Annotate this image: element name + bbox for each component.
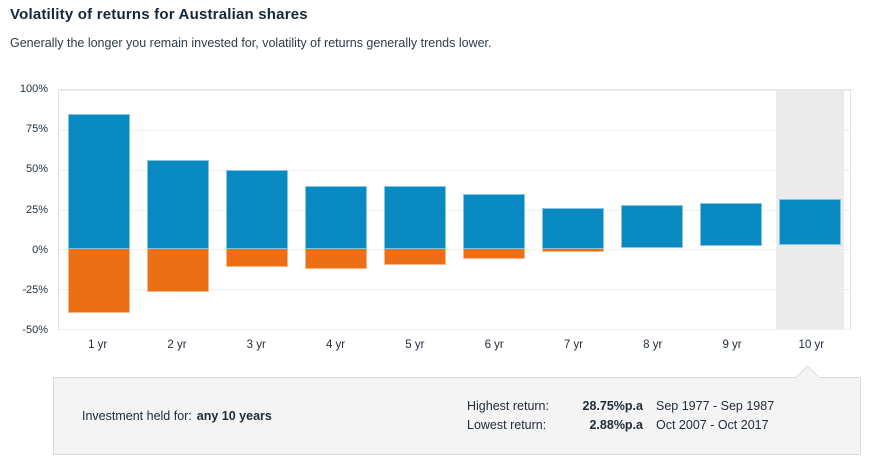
column-3yr xyxy=(217,90,296,329)
highest-return-value: 28.75%p.a xyxy=(582,399,643,413)
x-axis-label-10yr: 10 yr xyxy=(798,339,825,351)
bar-negative-6yr[interactable] xyxy=(463,249,526,259)
bar-positive-2yr[interactable] xyxy=(146,160,209,250)
y-axis-label-100%: 100% xyxy=(19,83,48,95)
y-axis: 100% 75% 50% 25% 0% -25% -50% xyxy=(0,83,48,336)
bar-negative-3yr[interactable] xyxy=(225,249,288,267)
bar-positive-7yr[interactable] xyxy=(542,207,605,250)
lowest-return-label: Lowest return: xyxy=(467,418,547,432)
x-axis-label-7yr: 7 yr xyxy=(563,339,584,351)
column-5yr xyxy=(375,90,454,329)
x-axis: 1 yr 2 yr 3 yr 4 yr 5 yr 6 yr 7 yr 8 yr 9 yr 10 y… xyxy=(58,339,851,355)
tooltip-panel: Investment held for: any 10 years Highes… xyxy=(53,365,861,455)
highest-return-label: Highest return: xyxy=(467,399,549,413)
page-subtitle: Generally the longer you remain invested… xyxy=(10,36,492,50)
column-2yr xyxy=(138,90,217,329)
x-axis-label-9yr: 9 yr xyxy=(722,339,742,351)
lowest-return-value: 2.88%p.a xyxy=(589,418,643,432)
held-for-text: Investment held for: any 10 years xyxy=(82,378,272,454)
gridline-25% xyxy=(59,209,850,211)
returns-summary: Highest return: 28.75%p.a Sep 1977 - Sep… xyxy=(467,397,774,435)
x-axis-label-6yr: 6 yr xyxy=(484,339,504,351)
bar-positive-9yr[interactable] xyxy=(700,203,763,247)
column-6yr xyxy=(455,90,534,329)
x-axis-label-5yr: 5 yr xyxy=(405,339,425,351)
column-7yr xyxy=(534,90,613,329)
bar-negative-5yr[interactable] xyxy=(383,249,446,266)
gridline-100% xyxy=(59,90,850,91)
bar-negative-4yr[interactable] xyxy=(304,249,367,270)
x-axis-label-4yr: 4 yr xyxy=(325,339,346,351)
x-axis-label-8yr: 8 yr xyxy=(643,339,663,351)
bar-positive-10yr[interactable] xyxy=(779,199,842,245)
bar-negative-1yr[interactable] xyxy=(67,249,130,314)
bar-positive-1yr[interactable] xyxy=(67,113,130,250)
gridline-50% xyxy=(59,169,850,171)
column-9yr xyxy=(692,90,771,329)
highest-return-period: Sep 1977 - Sep 1987 xyxy=(656,399,775,413)
gridline-0% xyxy=(59,249,850,251)
y-axis-label-25%: 25% xyxy=(25,203,48,216)
bar-negative-2yr[interactable] xyxy=(146,249,209,293)
lowest-return-row: Lowest return: 2.88%p.a Oct 2007 - Oct 2… xyxy=(467,416,774,435)
gridline--25% xyxy=(59,289,850,291)
y-axis-label--50%: -50% xyxy=(22,324,48,336)
column-10yr xyxy=(771,90,850,329)
highest-return-row: Highest return: 28.75%p.a Sep 1977 - Sep… xyxy=(467,397,774,416)
page-title: Volatility of returns for Australian sha… xyxy=(10,6,308,23)
bar-positive-5yr[interactable] xyxy=(383,185,446,250)
tooltip-notch xyxy=(795,365,820,390)
x-axis-label-2yr: 2 yr xyxy=(167,339,187,351)
plot-area xyxy=(58,89,851,330)
held-for-label: Investment held for: xyxy=(82,409,192,423)
gridline-75% xyxy=(59,129,850,131)
y-axis-label--25%: -25% xyxy=(22,283,48,296)
lowest-return-period: Oct 2007 - Oct 2017 xyxy=(656,418,769,432)
bar-positive-8yr[interactable] xyxy=(621,204,684,248)
held-for-value: any 10 years xyxy=(196,409,272,423)
y-axis-label-50%: 50% xyxy=(25,163,48,176)
bar-positive-6yr[interactable] xyxy=(463,194,526,250)
x-axis-label-1yr: 1 yr xyxy=(88,339,108,351)
y-axis-label-75%: 75% xyxy=(25,123,48,136)
gridline--50% xyxy=(59,329,850,330)
bar-negative-7yr[interactable] xyxy=(542,249,605,252)
bar-positive-4yr[interactable] xyxy=(304,185,367,250)
column-1yr xyxy=(59,90,138,329)
bar-positive-3yr[interactable] xyxy=(225,169,288,250)
column-4yr xyxy=(296,90,375,329)
column-8yr xyxy=(613,90,692,329)
y-axis-label-0%: 0% xyxy=(32,243,48,256)
x-axis-label-3yr: 3 yr xyxy=(246,339,266,351)
